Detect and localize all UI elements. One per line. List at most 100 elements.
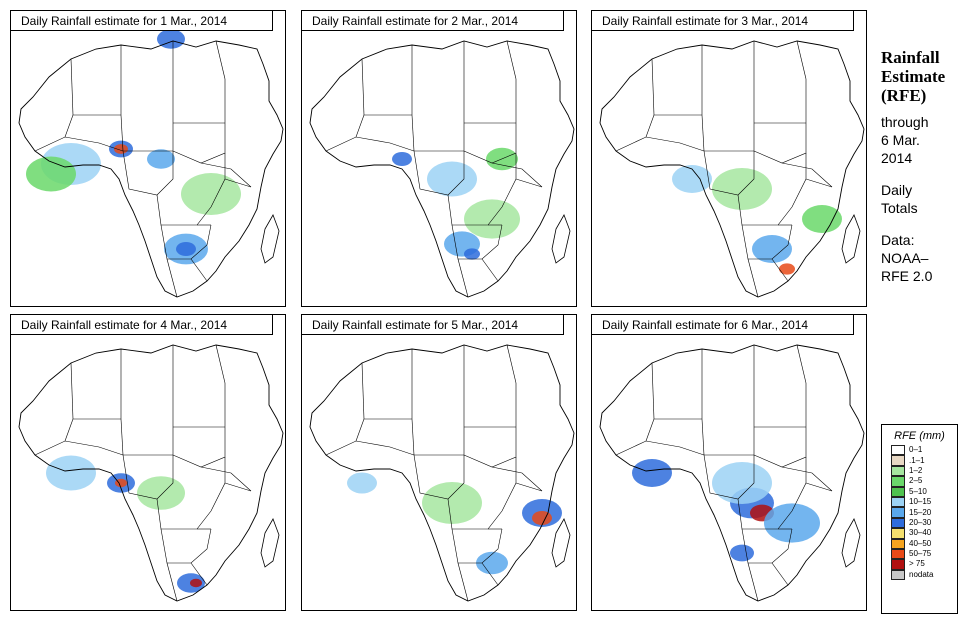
country-border xyxy=(166,258,178,298)
country-border xyxy=(215,344,226,384)
legend-item: 5–10 xyxy=(891,486,957,497)
country-border xyxy=(325,136,415,152)
rainfall-area xyxy=(181,173,241,215)
africa-rainfall-map xyxy=(309,40,575,298)
panel-title: Daily Rainfall estimate for 3 Mar., 2014 xyxy=(592,11,854,31)
through-line: through xyxy=(881,114,929,130)
coastline xyxy=(599,40,865,298)
country-border xyxy=(361,58,365,116)
rainfall-area xyxy=(157,29,185,49)
country-border xyxy=(70,58,74,116)
legend-label: 5–10 xyxy=(909,486,927,496)
country-border xyxy=(361,362,365,420)
country-border xyxy=(172,427,226,468)
panel-title: Daily Rainfall estimate for 4 Mar., 2014 xyxy=(11,315,273,335)
country-border xyxy=(515,178,543,188)
country-border xyxy=(215,40,226,80)
heading-line: (RFE) xyxy=(881,86,927,105)
country-border xyxy=(457,258,469,298)
rainfall-area xyxy=(26,156,76,192)
legend-swatch xyxy=(891,465,905,477)
rainfall-area xyxy=(115,478,127,488)
country-border xyxy=(701,114,705,152)
side-info: Rainfall Estimate (RFE) through 6 Mar. 2… xyxy=(881,48,965,285)
country-border xyxy=(805,178,833,188)
panel-title: Daily Rainfall estimate for 1 Mar., 2014 xyxy=(11,11,273,31)
rainfall-area xyxy=(532,511,552,525)
country-border xyxy=(200,162,252,188)
map-panel-mar-2: Daily Rainfall estimate for 2 Mar., 2014 xyxy=(301,10,577,307)
legend-swatch xyxy=(891,569,905,581)
source-line: RFE 2.0 xyxy=(881,268,933,284)
legend-title: RFE (mm) xyxy=(894,430,945,442)
country-border xyxy=(34,136,124,152)
heading-line: Estimate xyxy=(881,67,946,86)
madagascar xyxy=(260,214,280,264)
legend-item: .1–1 xyxy=(891,455,957,466)
country-border xyxy=(781,466,833,492)
country-border xyxy=(771,562,789,586)
rainfall-area xyxy=(46,455,96,491)
legend-item: 40–50 xyxy=(891,538,957,549)
legend-item: 0–1 xyxy=(891,445,957,456)
legend-label: 20–30 xyxy=(909,517,932,527)
country-border xyxy=(651,58,655,116)
legend-swatch xyxy=(891,548,905,560)
country-border xyxy=(64,114,74,138)
country-border xyxy=(120,418,124,456)
country-border xyxy=(34,440,124,456)
madagascar xyxy=(551,518,571,568)
map-panel-mar-1: Daily Rainfall estimate for 1 Mar., 2014 xyxy=(10,10,286,307)
legend-swatch xyxy=(891,476,905,487)
country-border xyxy=(615,440,705,456)
country-border xyxy=(411,418,415,456)
country-border xyxy=(64,418,74,442)
legend-label: .1–1 xyxy=(909,455,925,465)
rainfall-area xyxy=(176,242,196,256)
rainfall-area xyxy=(672,165,712,193)
rainfall-area xyxy=(712,168,772,210)
country-border xyxy=(506,40,517,80)
legend-label: 50–75 xyxy=(909,549,932,559)
panel-title: Daily Rainfall estimate for 5 Mar., 2014 xyxy=(302,315,564,335)
rainfall-area xyxy=(464,248,480,260)
country-border xyxy=(120,114,124,152)
africa-rainfall-map xyxy=(18,344,284,602)
country-border xyxy=(156,457,226,530)
legend-swatch xyxy=(891,528,905,539)
africa-rainfall-map xyxy=(599,40,865,298)
country-border xyxy=(771,258,789,282)
country-border xyxy=(781,162,833,188)
country-border xyxy=(645,114,655,138)
country-border xyxy=(224,482,252,492)
map-panel-mar-5: Daily Rainfall estimate for 5 Mar., 2014 xyxy=(301,314,577,611)
legend-label: nodata xyxy=(909,569,934,579)
rainfall-area xyxy=(764,503,820,543)
rainfall-area xyxy=(632,459,672,487)
madagascar xyxy=(841,214,861,264)
coastline xyxy=(309,344,575,602)
legend-item: 30–40 xyxy=(891,528,957,539)
rfe-legend: RFE (mm) 0–1.1–1 1–2 2–5 5–10 10–15 15–20 20–3… xyxy=(881,424,958,614)
legend-label: 2–5 xyxy=(909,476,923,486)
legend-label: > 75 xyxy=(909,559,925,569)
country-border xyxy=(447,153,517,226)
legend-item: 2–5 xyxy=(891,476,957,487)
rainfall-area xyxy=(137,476,185,510)
country-border xyxy=(701,418,705,456)
heading-line: Rainfall xyxy=(881,48,940,67)
through-line: 6 Mar. xyxy=(881,132,920,148)
rainfall-area xyxy=(392,152,412,166)
country-border xyxy=(747,258,759,298)
country-border xyxy=(200,466,252,492)
map-panel-mar-4: Daily Rainfall estimate for 4 Mar., 2014 xyxy=(10,314,286,611)
africa-landmass xyxy=(19,41,283,297)
rainfall-area xyxy=(712,462,772,504)
country-border xyxy=(355,418,365,442)
country-border xyxy=(463,123,517,164)
country-border xyxy=(447,457,517,530)
legend-label: 30–40 xyxy=(909,528,932,538)
rainfall-area xyxy=(464,199,520,239)
africa-rainfall-map xyxy=(309,344,575,602)
country-border xyxy=(747,562,759,602)
